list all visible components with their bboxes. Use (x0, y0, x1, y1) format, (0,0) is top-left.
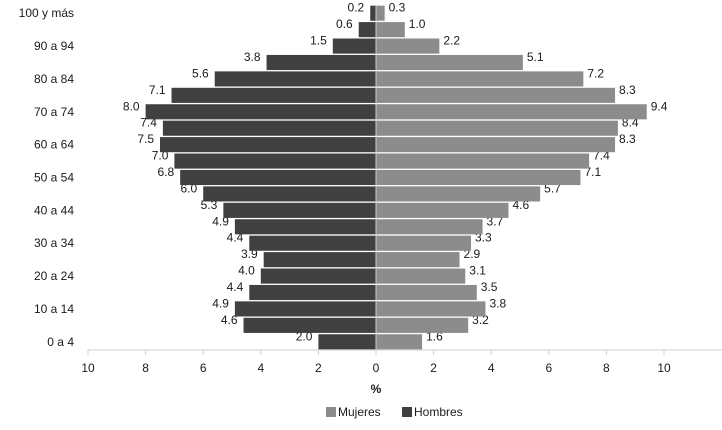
mujeres-bar (376, 203, 508, 218)
mujeres-bar (376, 154, 589, 169)
legend-swatch (402, 407, 412, 417)
hombres-bar (264, 252, 376, 267)
hombres-bar (244, 318, 376, 333)
legend-label: Hombres (414, 405, 463, 419)
hombres-bar (235, 301, 376, 316)
mujeres-data-label: 8.3 (619, 132, 636, 146)
age-group-label: 0 a 4 (47, 335, 74, 349)
hombres-bar (249, 236, 376, 251)
mujeres-bar (376, 88, 615, 103)
hombres-data-label: 7.5 (137, 132, 154, 146)
mujeres-bar (376, 186, 540, 201)
hombres-bar (318, 334, 376, 349)
hombres-data-label: 6.8 (157, 165, 174, 179)
x-tick-label: 2 (430, 361, 437, 375)
mujeres-data-label: 8.3 (619, 83, 636, 97)
x-tick-label: 8 (603, 361, 610, 375)
hombres-data-label: 0.6 (336, 17, 353, 31)
mujeres-bar (376, 22, 405, 37)
x-axis-title: % (371, 382, 382, 396)
x-tick-label: 10 (81, 361, 95, 375)
mujeres-data-label: 7.2 (587, 66, 604, 80)
x-tick-label: 0 (373, 361, 380, 375)
mujeres-bar (376, 39, 439, 54)
hombres-bar (235, 219, 376, 234)
mujeres-bar (376, 236, 471, 251)
mujeres-bar (376, 301, 485, 316)
hombres-bar (261, 269, 376, 284)
x-tick-label: 4 (257, 361, 264, 375)
mujeres-data-label: 1.0 (409, 17, 426, 31)
mujeres-bar (376, 55, 523, 70)
hombres-bar (223, 203, 376, 218)
age-group-label: 20 a 24 (34, 269, 74, 283)
age-group-label: 80 a 84 (34, 72, 74, 86)
mujeres-data-label: 5.1 (527, 50, 544, 64)
legend-label: Mujeres (338, 405, 381, 419)
age-group-label: 50 a 54 (34, 171, 74, 185)
hombres-data-label: 3.8 (244, 50, 261, 64)
mujeres-bar (376, 269, 465, 284)
age-group-label: 40 a 44 (34, 203, 74, 217)
age-group-label: 30 a 34 (34, 236, 74, 250)
mujeres-bar (376, 334, 422, 349)
hombres-bar (174, 154, 376, 169)
mujeres-bar (376, 252, 460, 267)
age-group-label: 90 a 94 (34, 39, 74, 53)
mujeres-bar (376, 6, 385, 21)
mujeres-data-label: 3.5 (481, 280, 498, 294)
hombres-bar (359, 22, 376, 37)
hombres-bar (370, 6, 376, 21)
age-group-label: 10 a 14 (34, 302, 74, 316)
hombres-bar (249, 285, 376, 300)
mujeres-bar (376, 285, 477, 300)
x-tick-label: 4 (488, 361, 495, 375)
hombres-data-label: 4.4 (227, 280, 244, 294)
hombres-data-label: 4.9 (212, 296, 229, 310)
x-tick-label: 6 (545, 361, 552, 375)
hombres-data-label: 1.5 (310, 34, 327, 48)
hombres-data-label: 8.0 (123, 99, 140, 113)
age-group-label: 60 a 64 (34, 138, 74, 152)
hombres-bar (215, 71, 376, 86)
legend-swatch (326, 407, 336, 417)
mujeres-bar (376, 71, 583, 86)
hombres-bar (160, 137, 376, 152)
mujeres-data-label: 2.2 (443, 34, 460, 48)
hombres-data-label: 5.6 (192, 66, 209, 80)
mujeres-data-label: 0.3 (389, 1, 406, 15)
hombres-bar (163, 121, 376, 136)
hombres-bar (180, 170, 376, 185)
hombres-data-label: 0.2 (348, 1, 365, 15)
x-tick-label: 8 (142, 361, 149, 375)
mujeres-data-label: 9.4 (651, 99, 668, 113)
mujeres-data-label: 3.1 (469, 264, 486, 278)
hombres-bar (267, 55, 376, 70)
hombres-bar (172, 88, 376, 103)
x-tick-label: 2 (315, 361, 322, 375)
hombres-bar (203, 186, 376, 201)
mujeres-bar (376, 219, 483, 234)
x-tick-label: 6 (200, 361, 207, 375)
mujeres-bar (376, 318, 468, 333)
age-group-label: 100 y más (19, 6, 74, 20)
age-group-label: 70 a 74 (34, 105, 74, 119)
hombres-bar (333, 39, 376, 54)
hombres-bar (146, 104, 376, 119)
x-tick-label: 10 (657, 361, 671, 375)
hombres-data-label: 7.1 (149, 83, 166, 97)
mujeres-bar (376, 121, 618, 136)
mujeres-bar (376, 137, 615, 152)
mujeres-data-label: 3.8 (489, 296, 506, 310)
mujeres-bar (376, 104, 647, 119)
mujeres-bar (376, 170, 580, 185)
hombres-data-label: 4.0 (238, 264, 255, 278)
